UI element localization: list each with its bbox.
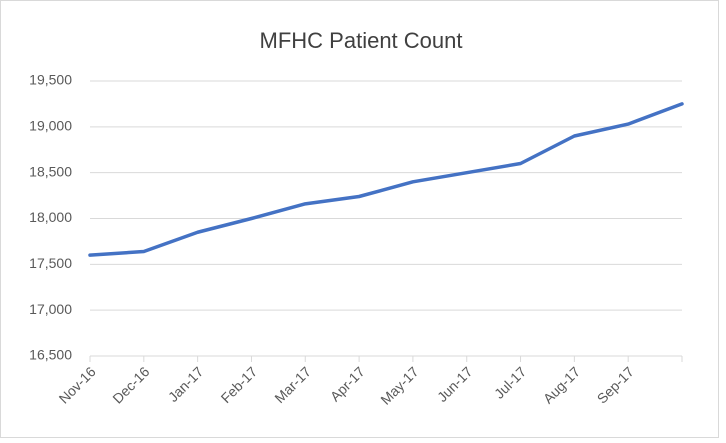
y-tick-label: 18,500	[29, 163, 72, 179]
series-line	[88, 102, 684, 257]
y-tick-label: 19,000	[29, 118, 72, 134]
chart-title: MFHC Patient Count	[260, 28, 463, 53]
y-tick-label: 17,500	[29, 255, 72, 271]
y-tick-label: 19,500	[29, 72, 72, 88]
y-tick-label: 17,000	[29, 301, 72, 317]
y-tick-label: 18,000	[29, 209, 72, 225]
y-tick-label: 16,500	[29, 347, 72, 363]
